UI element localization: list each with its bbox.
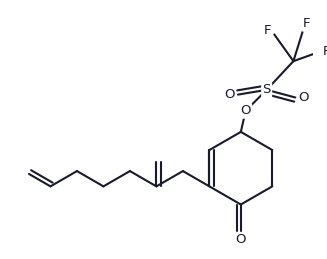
Text: O: O [299, 91, 309, 104]
Text: O: O [240, 104, 251, 117]
Text: O: O [235, 233, 246, 246]
Text: F: F [303, 17, 311, 30]
Text: O: O [235, 233, 246, 246]
Text: S: S [263, 83, 271, 96]
Text: F: F [323, 45, 327, 58]
Text: F: F [264, 24, 271, 37]
Text: O: O [224, 88, 234, 101]
